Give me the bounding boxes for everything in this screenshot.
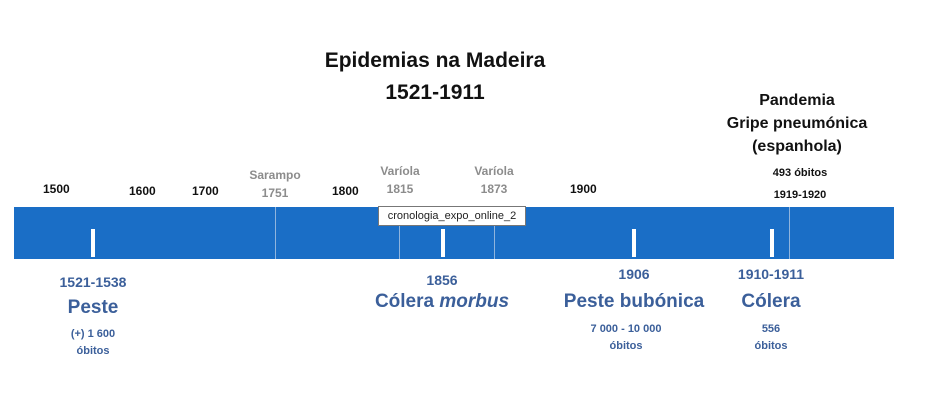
marker-variola-1815-name: Varíola — [380, 164, 420, 178]
event-note-peste-label: óbitos — [76, 345, 110, 357]
pandemic-name: Gripe pneumónica — [726, 115, 868, 132]
event-marker-1910 — [770, 229, 774, 257]
event-marker-1521 — [91, 229, 95, 257]
event-name-colera-morbus: Cólera morbus — [340, 291, 544, 313]
event-note-peste-bubonica: 7 000 - 10 000 óbitos — [570, 321, 682, 355]
event-note-colera-label: óbitos — [754, 340, 788, 352]
pandemic-years: 1919-1920 — [773, 189, 827, 201]
pandemic-deaths: 493 óbitos — [772, 167, 828, 179]
event-name-peste: Peste — [67, 297, 119, 318]
marker-sarampo-year: 1751 — [261, 186, 289, 200]
event-date-1856: 1856 — [426, 272, 458, 288]
marker-variola-1815: Varíola 1815 — [368, 162, 432, 198]
axis-year-1600: 1600 — [129, 184, 156, 198]
marker-variola-1873-name: Varíola — [474, 164, 514, 178]
marker-variola-1815-year: 1815 — [386, 182, 414, 196]
event-marker-1856 — [441, 229, 445, 257]
event-marker-1906 — [632, 229, 636, 257]
event-note-peste-bubonica-label: óbitos — [609, 340, 643, 352]
page-subtitle-years: 1521-1911 — [385, 81, 485, 104]
axis-year-1900: 1900 — [570, 182, 597, 196]
timeline-band — [14, 207, 894, 259]
event-name-peste-bubonica: Peste bubónica — [563, 291, 705, 312]
event-note-peste-bubonica-count: 7 000 - 10 000 — [590, 323, 662, 335]
marker-sarampo-name: Sarampo — [249, 168, 301, 182]
tick-line-1815 — [399, 207, 400, 259]
event-date-1521: 1521-1538 — [59, 274, 127, 290]
marker-variola-1873: Varíola 1873 — [462, 162, 526, 198]
event-name-morbus-italic: morbus — [439, 291, 510, 312]
event-date-1910: 1910-1911 — [737, 266, 805, 282]
image-tooltip: cronologia_expo_online_2 — [378, 206, 526, 226]
event-date-1906: 1906 — [618, 266, 650, 282]
event-note-peste-count: (+) 1 600 — [70, 328, 116, 340]
event-note-colera: 556 óbitos — [730, 321, 812, 355]
marker-sarampo: Sarampo 1751 — [240, 166, 310, 202]
axis-year-1700: 1700 — [192, 184, 219, 198]
axis-year-1500: 1500 — [43, 182, 70, 196]
tick-line-1873 — [494, 207, 495, 259]
tick-line-1919 — [789, 207, 790, 259]
pandemic-qualifier: (espanhola) — [752, 138, 842, 155]
marker-variola-1873-year: 1873 — [480, 182, 508, 196]
event-note-colera-count: 556 — [761, 323, 781, 335]
event-note-peste: (+) 1 600 óbitos — [40, 326, 146, 360]
tick-line-1751 — [275, 207, 276, 259]
event-name-colera-regular: Cólera — [374, 291, 440, 312]
event-name-colera: Cólera — [741, 291, 801, 312]
page-title: Epidemias na Madeira — [324, 49, 546, 72]
axis-year-1800: 1800 — [332, 184, 359, 198]
pandemic-label: Pandemia — [759, 92, 835, 109]
